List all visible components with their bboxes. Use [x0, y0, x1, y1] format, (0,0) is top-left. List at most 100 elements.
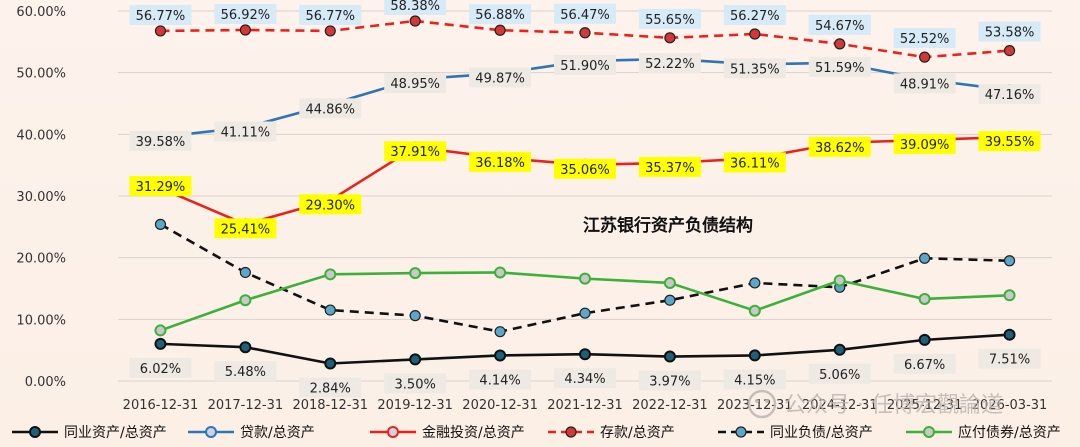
data-point [1003, 44, 1016, 57]
data-label-text: 51.90% [560, 59, 610, 74]
data-point [918, 333, 931, 346]
data-label-text: 35.06% [560, 163, 610, 178]
data-label: 44.86% [299, 98, 362, 119]
axis-layer: 0.00% 10.00% 20.00% 30.00% 40.00% 50.00% 60.00… [16, 5, 1047, 413]
data-label: 39.55% [978, 131, 1041, 152]
data-point [749, 28, 761, 40]
data-label: 56.47% [554, 3, 616, 24]
y-tick-label: 0.00% [25, 375, 66, 390]
data-label-bg [554, 158, 616, 179]
data-label-bg [723, 369, 786, 390]
data-label: 3.97% [638, 370, 701, 391]
data-point [1003, 289, 1016, 302]
data-point [494, 349, 507, 362]
legend-item: 同业负债/总资产 [718, 425, 873, 441]
data-label-text: 39.58% [136, 135, 186, 150]
data-point [494, 266, 507, 279]
data-label-bg [554, 54, 616, 75]
series-line [160, 19, 1010, 59]
data-label-text: 6.67% [904, 358, 945, 373]
data-label-text: 56.77% [305, 9, 355, 24]
data-label: 29.30% [299, 194, 362, 215]
series-4 [154, 218, 1016, 338]
y-tick-label: 60.00% [16, 5, 66, 20]
legend-label: 同业负债/总资产 [770, 425, 873, 441]
data-label: 25.41% [214, 218, 277, 239]
data-point [324, 25, 336, 37]
data-point [239, 294, 252, 307]
data-label-bg [214, 3, 277, 24]
data-point [409, 310, 421, 322]
data-label: 5.06% [808, 363, 871, 384]
legend-label: 存款/总资产 [600, 425, 675, 441]
data-label: 51.59% [808, 56, 871, 77]
data-label-text: 55.65% [645, 13, 695, 28]
data-point [154, 337, 167, 350]
data-label: 48.95% [384, 73, 447, 94]
x-tick-label: 2018-12-31 [292, 398, 368, 413]
watermark-text: 公众号 · 任博宏觀論道 [784, 393, 1003, 418]
data-point [919, 252, 931, 264]
data-label: 4.14% [469, 369, 532, 390]
data-label-bg [129, 357, 192, 378]
data-label-text: 41.11% [221, 125, 271, 140]
data-point [324, 268, 337, 281]
data-label: 58.38% [384, 0, 447, 15]
series-line [159, 135, 1010, 226]
data-label: 35.06% [554, 158, 616, 179]
data-label-text: 39.55% [985, 135, 1035, 150]
data-label-bg [978, 21, 1041, 42]
y-tick-label: 30.00% [16, 190, 66, 205]
data-label-bg [808, 14, 871, 35]
data-label-bg [638, 370, 701, 391]
data-label: 52.52% [893, 28, 956, 49]
data-label-text: 56.77% [136, 9, 186, 24]
data-label-text: 38.62% [815, 141, 865, 156]
legend: 同业资产/总资产 贷款/总资产 金融投资/总资产 存款/总资产 同业负债/总资产 应付债券… [12, 424, 1061, 441]
data-label: 7.51% [978, 348, 1041, 369]
data-label-text: 58.38% [390, 0, 440, 14]
y-tick-label: 10.00% [16, 313, 66, 328]
data-point [409, 353, 422, 366]
legend-item: 金融投资/总资产 [370, 425, 525, 441]
data-label-bg [299, 4, 362, 25]
data-label: 36.11% [723, 152, 786, 173]
data-label-bg [893, 133, 956, 154]
data-label-bg [129, 130, 192, 151]
data-point [494, 326, 506, 338]
data-label-bg [638, 52, 701, 73]
series-2 [154, 131, 1016, 231]
data-label: 6.02% [129, 357, 192, 378]
data-label: 49.87% [469, 67, 532, 88]
data-label-bg [723, 58, 786, 79]
x-tick-label: 2021-12-31 [547, 398, 623, 413]
data-label-bg [893, 353, 956, 374]
data-label-bg [129, 4, 192, 25]
data-label: 56.77% [299, 4, 362, 25]
data-label-bg [638, 156, 701, 177]
data-label: 31.29% [129, 176, 192, 197]
data-label-bg [129, 176, 192, 197]
data-point [1003, 255, 1016, 267]
data-label-text: 44.86% [305, 102, 355, 117]
data-point [1003, 328, 1016, 341]
data-point [154, 25, 167, 37]
x-tick-label: 2026-03-31 [972, 398, 1048, 413]
data-label-text: 53.58% [985, 26, 1035, 41]
data-label-bg [723, 152, 786, 173]
data-label-text: 37.91% [390, 145, 440, 160]
data-point [664, 32, 676, 44]
data-point [239, 266, 251, 279]
data-label-text: 47.16% [985, 88, 1035, 103]
data-label-text: 4.34% [564, 372, 605, 387]
y-tick-label: 40.00% [16, 128, 66, 143]
data-point [154, 324, 167, 337]
data-label-text: 35.37% [645, 161, 695, 176]
label-layer: 6.02% 5.48% 2.84% 3.50% 4.14% 4.34% 3.97% 4.15%… [129, 0, 1041, 398]
data-point [918, 292, 931, 305]
legend-label: 同业资产/总资产 [64, 425, 167, 441]
data-point [663, 350, 676, 363]
data-label: 54.67% [808, 14, 871, 35]
